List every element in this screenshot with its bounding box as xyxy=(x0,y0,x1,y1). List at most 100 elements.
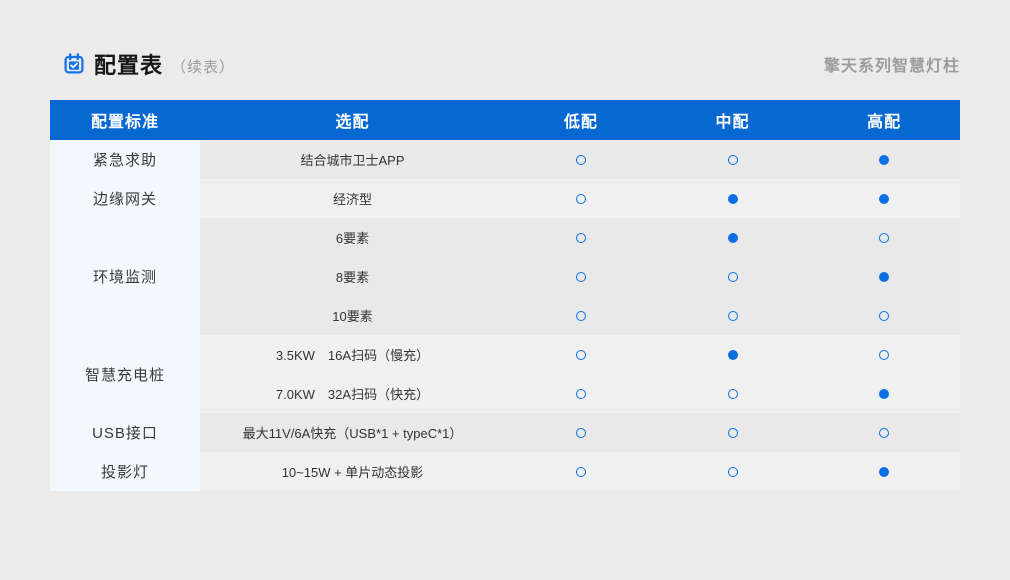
marker-filled-icon xyxy=(879,154,890,165)
config-table: 配置标准 选配 低配 中配 高配 紧急求助 结合城市卫士APP 边缘网关 经济型环境监… xyxy=(50,100,960,491)
table-row: 3.5KW 16A扫码（慢充） xyxy=(200,335,960,374)
marker-cell-low xyxy=(505,271,657,282)
marker-empty-icon xyxy=(879,349,890,360)
marker-empty-icon xyxy=(879,232,890,243)
category-label: 边缘网关 xyxy=(50,179,200,218)
marker-cell-mid xyxy=(657,466,809,477)
calendar-check-icon xyxy=(62,52,86,76)
page-subtitle: （续表） xyxy=(171,58,236,76)
option-cell: 10要素 xyxy=(332,309,373,324)
marker-empty-icon xyxy=(727,271,738,282)
category-label: 环境监测 xyxy=(50,218,200,335)
marker-filled-icon xyxy=(879,193,890,204)
option-cell: 6要素 xyxy=(335,231,370,246)
marker-cell-high xyxy=(808,388,960,399)
marker-empty-icon xyxy=(727,154,738,165)
marker-cell-high xyxy=(808,271,960,282)
table-row: 经济型 xyxy=(200,179,960,218)
marker-filled-icon xyxy=(879,271,890,282)
table-row: 10~15W + 单片动态投影 xyxy=(200,452,960,491)
column-header-low: 低配 xyxy=(563,114,598,131)
marker-empty-icon xyxy=(727,388,738,399)
marker-cell-low xyxy=(505,232,657,243)
category-label: 紧急求助 xyxy=(50,140,200,179)
column-header-mid: 中配 xyxy=(715,114,750,131)
marker-cell-low xyxy=(505,427,657,438)
marker-cell-mid xyxy=(657,271,809,282)
marker-cell-mid xyxy=(657,310,809,321)
marker-empty-icon xyxy=(575,310,586,321)
marker-cell-mid xyxy=(657,388,809,399)
option-cell: 7.0KW 32A扫码（快充） xyxy=(275,387,430,402)
series-label: 擎天系列智慧灯柱 xyxy=(823,58,960,75)
marker-filled-icon xyxy=(879,466,890,477)
option-cell: 最大11V/6A快充（USB*1 + typeC*1） xyxy=(242,426,463,441)
marker-cell-low xyxy=(505,154,657,165)
category-label: USB接口 xyxy=(50,413,200,452)
table-header-row: 配置标准 选配 低配 中配 高配 xyxy=(50,100,960,140)
category-label: 投影灯 xyxy=(50,452,200,491)
group-rows: 3.5KW 16A扫码（慢充） 7.0KW 32A扫码（快充） xyxy=(200,335,960,413)
marker-cell-low xyxy=(505,388,657,399)
marker-empty-icon xyxy=(575,232,586,243)
marker-cell-mid xyxy=(657,427,809,438)
marker-cell-low xyxy=(505,310,657,321)
marker-empty-icon xyxy=(879,310,890,321)
config-group: 紧急求助 结合城市卫士APP xyxy=(50,140,960,179)
page-header: 配置表 （续表） 擎天系列智慧灯柱 xyxy=(62,48,960,80)
marker-empty-icon xyxy=(575,427,586,438)
group-rows: 最大11V/6A快充（USB*1 + typeC*1） xyxy=(200,413,960,452)
column-header-category: 配置标准 xyxy=(90,114,159,131)
group-rows: 经济型 xyxy=(200,179,960,218)
marker-filled-icon xyxy=(727,232,738,243)
marker-cell-low xyxy=(505,466,657,477)
marker-empty-icon xyxy=(727,427,738,438)
table-row: 8要素 xyxy=(200,257,960,296)
marker-cell-high xyxy=(808,193,960,204)
column-header-option: 选配 xyxy=(335,114,370,131)
marker-cell-mid xyxy=(657,193,809,204)
marker-empty-icon xyxy=(727,466,738,477)
marker-empty-icon xyxy=(575,349,586,360)
group-rows: 结合城市卫士APP xyxy=(200,140,960,179)
marker-empty-icon xyxy=(575,271,586,282)
marker-cell-high xyxy=(808,154,960,165)
table-row: 6要素 xyxy=(200,218,960,257)
marker-cell-high xyxy=(808,310,960,321)
group-rows: 10~15W + 单片动态投影 xyxy=(200,452,960,491)
marker-cell-mid xyxy=(657,232,809,243)
table-row: 10要素 xyxy=(200,296,960,335)
config-group: 边缘网关 经济型 xyxy=(50,179,960,218)
marker-empty-icon xyxy=(879,427,890,438)
option-cell: 经济型 xyxy=(332,192,372,207)
marker-cell-low xyxy=(505,193,657,204)
table-body: 紧急求助 结合城市卫士APP 边缘网关 经济型环境监测 6要素 8要素 10要素智慧充电桩 3… xyxy=(50,140,960,491)
config-group: 智慧充电桩 3.5KW 16A扫码（慢充） 7.0KW 32A扫码（快充） xyxy=(50,335,960,413)
config-group: USB接口 最大11V/6A快充（USB*1 + typeC*1） xyxy=(50,413,960,452)
marker-cell-high xyxy=(808,349,960,360)
marker-empty-icon xyxy=(575,466,586,477)
marker-empty-icon xyxy=(575,193,586,204)
marker-cell-mid xyxy=(657,349,809,360)
page-title: 配置表 xyxy=(94,53,164,78)
column-header-high: 高配 xyxy=(867,114,902,131)
marker-filled-icon xyxy=(727,193,738,204)
option-cell: 8要素 xyxy=(335,270,370,285)
marker-cell-low xyxy=(505,349,657,360)
marker-cell-high xyxy=(808,466,960,477)
marker-cell-high xyxy=(808,427,960,438)
table-row: 结合城市卫士APP xyxy=(200,140,960,179)
marker-empty-icon xyxy=(575,388,586,399)
option-cell: 10~15W + 单片动态投影 xyxy=(281,465,424,480)
category-label: 智慧充电桩 xyxy=(50,335,200,413)
marker-cell-high xyxy=(808,232,960,243)
marker-filled-icon xyxy=(727,349,738,360)
marker-empty-icon xyxy=(727,310,738,321)
option-cell: 结合城市卫士APP xyxy=(300,153,405,168)
config-group: 环境监测 6要素 8要素 10要素 xyxy=(50,218,960,335)
marker-cell-mid xyxy=(657,154,809,165)
config-group: 投影灯 10~15W + 单片动态投影 xyxy=(50,452,960,491)
table-row: 最大11V/6A快充（USB*1 + typeC*1） xyxy=(200,413,960,452)
marker-filled-icon xyxy=(879,388,890,399)
marker-empty-icon xyxy=(575,154,586,165)
